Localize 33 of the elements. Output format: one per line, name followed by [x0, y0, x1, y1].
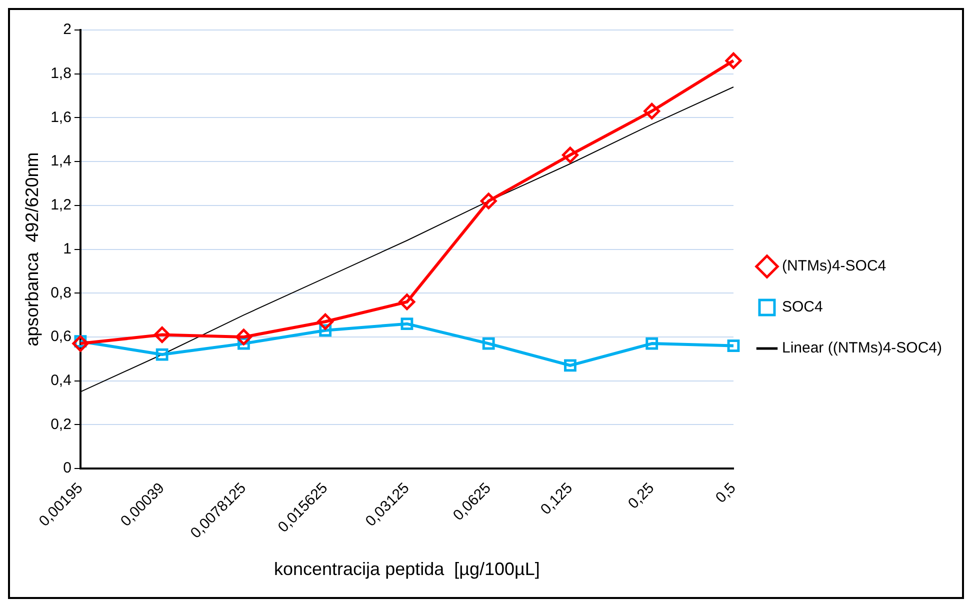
point	[317, 313, 334, 330]
legend-label: Linear ((NTMs)4-SOC4)	[782, 340, 942, 357]
point	[727, 340, 740, 352]
point	[400, 318, 414, 330]
point	[644, 102, 660, 120]
x-tick-label: 0,25	[624, 480, 658, 512]
point	[646, 337, 658, 350]
point	[398, 294, 416, 310]
legend-label: (NTMs)4-SOC4	[782, 258, 886, 275]
x-axis-title: koncentracija peptida [µg/100µL]	[274, 559, 540, 580]
point	[564, 359, 576, 372]
x-tick-label: 0,5	[712, 480, 740, 506]
point	[482, 337, 495, 350]
y-tick-label: 1,2	[50, 196, 72, 214]
y-tick-label: 0,8	[50, 284, 72, 302]
y-tick-label: 2	[63, 21, 72, 38]
point	[562, 146, 578, 164]
y-tick-label: 0,2	[50, 416, 72, 433]
legend-label: SOC4	[782, 298, 823, 316]
point	[72, 335, 89, 352]
point	[725, 52, 742, 69]
point	[156, 348, 168, 361]
y-tick-label: 0,6	[50, 328, 72, 346]
y-tick-label: 1,6	[50, 108, 72, 126]
point	[154, 326, 170, 344]
y-tick-label: 1,4	[50, 152, 72, 170]
y-axis-title: apsorbanca 492/620nm	[22, 152, 42, 346]
y-tick-label: 1,8	[50, 64, 72, 82]
y-tick-label: 1	[63, 240, 72, 258]
point	[235, 328, 252, 346]
point	[480, 192, 497, 210]
y-tick-label: 0	[63, 460, 72, 477]
y-tick-label: 0,4	[50, 372, 72, 389]
